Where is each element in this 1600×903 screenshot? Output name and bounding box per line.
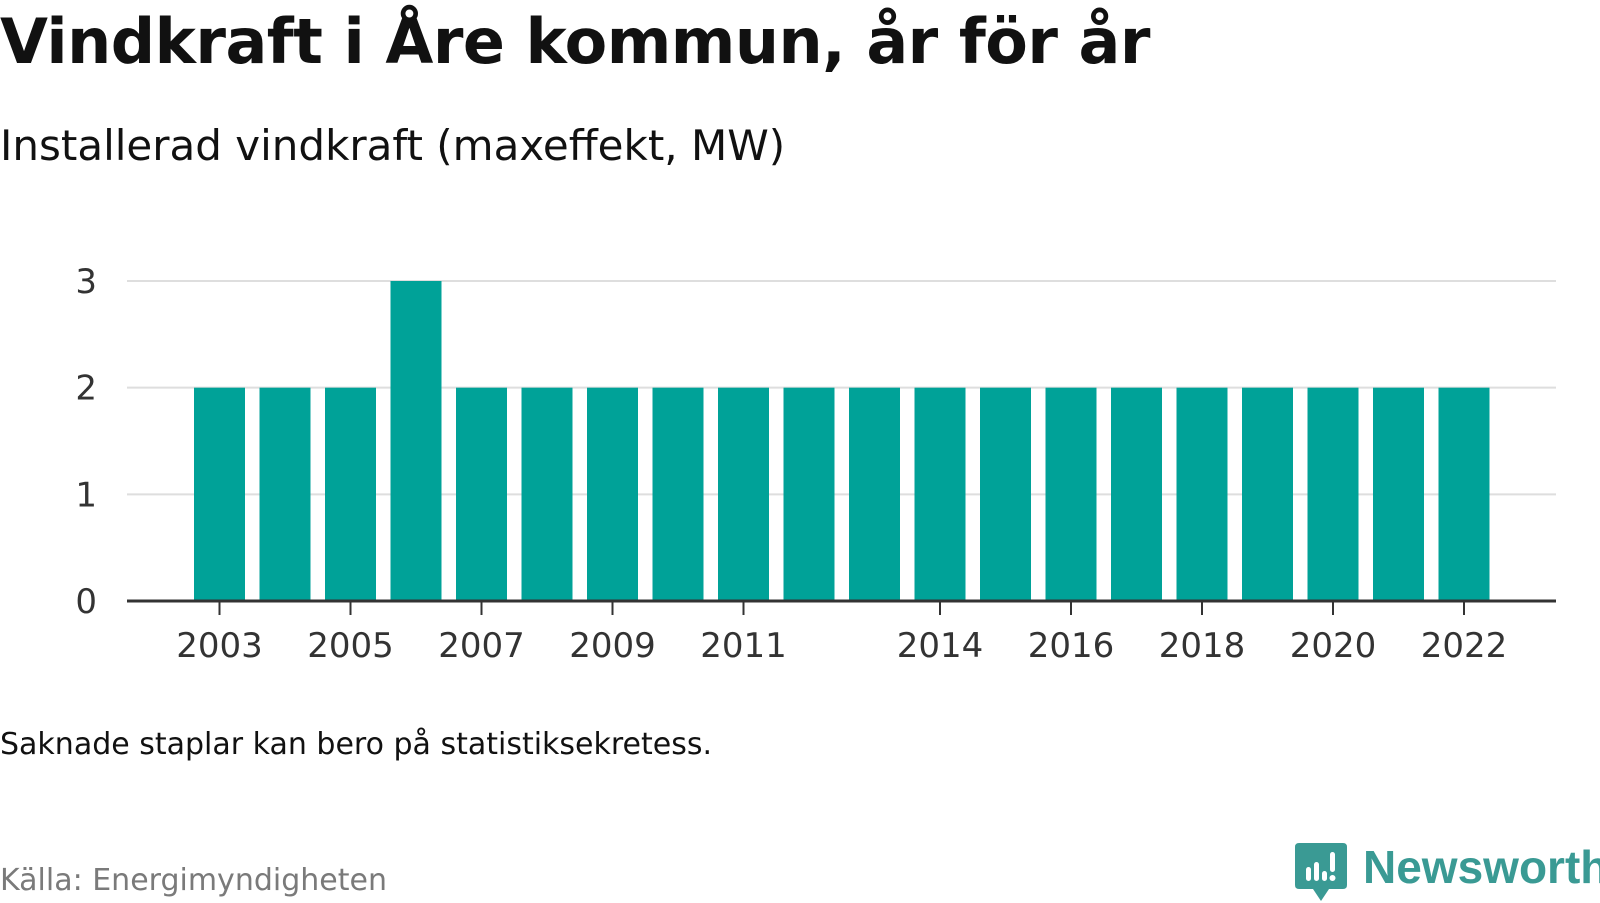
bar-chart: 0 1 2 3 2003 2005 2007 2009 2011 2014 2016 2018 202… — [75, 262, 1556, 666]
bar — [1045, 387, 1097, 601]
bar — [783, 387, 835, 601]
bar — [456, 387, 507, 601]
bar — [1307, 387, 1359, 601]
x-tick-label: 2014 — [897, 626, 984, 666]
x-tick-label: 2022 — [1421, 626, 1508, 666]
x-tick-labels: 2003 2005 2007 2009 2011 2014 2016 2018 2020 2022 — [176, 626, 1507, 666]
bar — [259, 387, 311, 601]
bar — [587, 387, 638, 601]
y-tick-label: 1 — [75, 475, 97, 515]
bar — [390, 281, 442, 601]
brand-name: Newsworthy — [1363, 841, 1600, 893]
bar — [325, 387, 376, 601]
y-tick-label: 0 — [75, 582, 97, 622]
axes — [127, 599, 1556, 615]
x-tick-label: 2016 — [1028, 626, 1115, 666]
bar — [652, 387, 704, 601]
bar — [521, 387, 573, 601]
x-tick-label: 2007 — [438, 626, 525, 666]
bar — [194, 387, 245, 601]
footnote: Saknade staplar kan bero på statistiksek… — [0, 727, 713, 762]
x-tick-label: 2009 — [569, 626, 656, 666]
bar — [1242, 387, 1293, 601]
x-tick-label: 2005 — [307, 626, 394, 666]
y-tick-labels: 0 1 2 3 — [75, 262, 97, 622]
y-tick-label: 3 — [75, 262, 97, 302]
bar — [1176, 387, 1228, 601]
bar — [914, 387, 966, 601]
bar — [1111, 387, 1162, 601]
y-tick-label: 2 — [75, 369, 97, 409]
source-credit: Källa: Energimyndigheten — [0, 863, 387, 898]
bars — [194, 281, 1490, 601]
x-tick-label: 2020 — [1290, 626, 1377, 666]
brand-logo: Newsworthy — [1295, 843, 1600, 903]
x-tick-label: 2003 — [176, 626, 263, 666]
x-tick-label: 2011 — [700, 626, 787, 666]
newsworthy-logo-icon — [1295, 843, 1347, 901]
chart-title: Vindkraft i Åre kommun, år för år — [0, 5, 1150, 78]
bar — [1373, 387, 1424, 601]
bar — [718, 387, 769, 601]
chart-subtitle: Installerad vindkraft (maxeffekt, MW) — [0, 121, 786, 170]
bar — [1438, 387, 1490, 601]
x-tick-label: 2018 — [1159, 626, 1246, 666]
bar — [980, 387, 1031, 601]
bar — [849, 387, 900, 601]
